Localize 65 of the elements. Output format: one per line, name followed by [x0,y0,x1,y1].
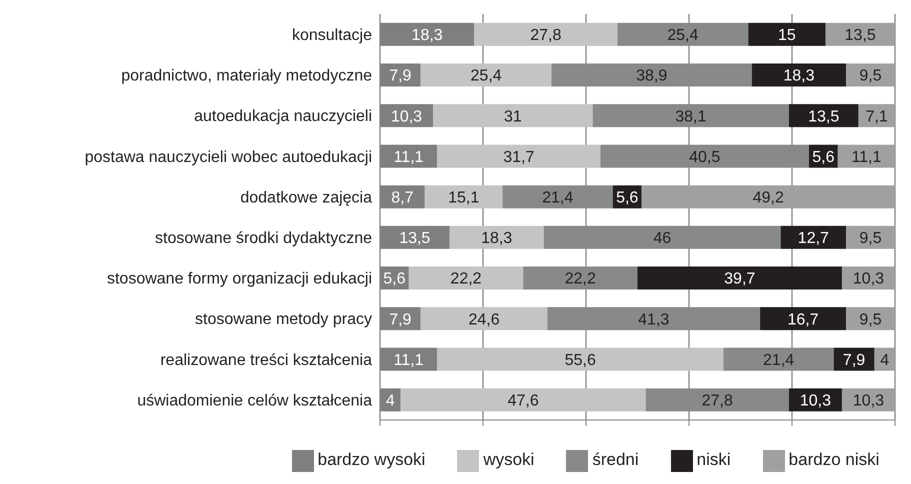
data-label: 10,3 [800,392,832,410]
data-label: 18,3 [412,27,443,44]
data-label: 24,6 [468,311,500,328]
data-label: 40,5 [689,148,720,166]
data-label: 11,1 [394,148,424,166]
data-label: 25,4 [470,68,502,85]
data-label: 38,1 [675,108,706,126]
data-label: 9,5 [859,230,882,248]
y-tick-label: uświadomienie celów kształcenia [137,392,372,410]
data-label: 55,6 [564,352,596,369]
legend-label: bardzo niski [788,450,880,470]
data-label: 5,6 [812,148,835,166]
y-tick-label: stosowane metody pracy [195,311,372,328]
data-label: 31 [504,108,522,126]
data-label: 13,5 [808,108,840,126]
data-label: 10,3 [852,392,884,410]
data-label: 18,3 [481,230,512,248]
data-label: 13,5 [399,230,430,248]
data-label: 15,1 [448,190,480,207]
data-label: 13,5 [844,27,876,44]
data-label: 31,7 [503,148,534,166]
data-label: 4 [386,392,395,410]
data-label: 27,8 [702,392,733,410]
data-label: 5,6 [616,190,638,207]
legend-label: bardzo wysoki [318,450,426,470]
data-label: 22,2 [450,270,482,288]
data-label: 11,1 [394,352,424,369]
legend-label: średni [592,450,639,470]
y-tick-label: poradnictwo, materiały metodyczne [121,68,372,85]
data-label: 8,7 [391,190,414,207]
data-label: 11,1 [851,148,882,166]
legend-label: wysoki [483,450,534,470]
data-label: 5,6 [383,270,406,288]
data-label: 16,7 [788,311,819,328]
data-label: 46 [653,230,672,248]
y-tick-label: autoedukacja nauczycieli [194,108,372,126]
data-label: 21,4 [763,352,794,369]
data-label: 7,1 [866,108,888,126]
data-label: 7,9 [389,68,412,85]
data-label: 12,7 [798,230,830,248]
data-label: 7,9 [389,311,412,328]
data-label: 38,9 [636,68,668,85]
y-tick-label: konsultacje [292,26,372,44]
data-label: 10,3 [852,270,884,288]
data-label: 41,3 [638,311,670,328]
data-label: 25,4 [667,27,698,44]
data-label: 15 [778,27,796,44]
data-label: 49,2 [752,190,784,207]
data-label: 7,9 [842,352,866,369]
data-label: 18,3 [783,68,815,85]
y-tick-label: stosowane środki dydaktyczne [155,230,372,247]
data-label: 39,7 [724,270,756,288]
y-tick-label: postawa nauczycieli wobec autoedukacji [84,148,372,166]
data-label: 47,6 [508,392,539,410]
data-label: 9,5 [859,68,882,85]
legend-label: niski [696,450,731,470]
data-label: 9,5 [859,311,882,328]
y-tick-label: dodatkowe zajęcia [240,189,372,206]
y-tick-label: stosowane formy organizacji edukacji [106,270,372,288]
data-label: 10,3 [390,108,422,126]
data-label: 27,8 [530,27,562,44]
y-tick-label: realizowane treści kształcenia [160,352,372,369]
data-label: 21,4 [542,190,574,207]
data-label: 4 [880,352,890,369]
data-label: 22,2 [564,270,596,288]
